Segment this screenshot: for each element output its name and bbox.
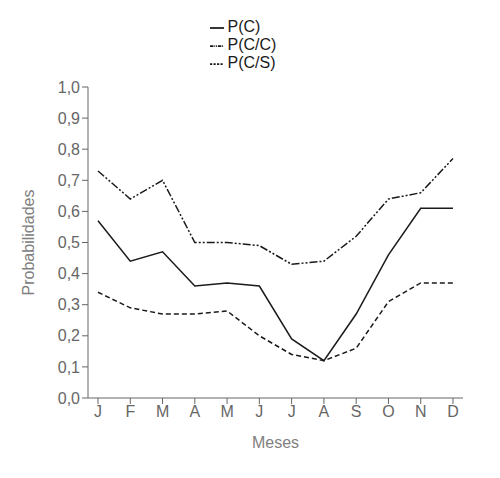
svg-text:J: J bbox=[94, 403, 102, 420]
svg-text:J: J bbox=[255, 403, 263, 420]
svg-text:0,2: 0,2 bbox=[58, 327, 80, 344]
svg-text:0,5: 0,5 bbox=[58, 234, 80, 251]
svg-text:0,1: 0,1 bbox=[58, 359, 80, 376]
svg-text:J: J bbox=[288, 403, 296, 420]
svg-text:0,3: 0,3 bbox=[58, 296, 80, 313]
svg-text:N: N bbox=[415, 403, 427, 420]
svg-text:D: D bbox=[447, 403, 459, 420]
svg-text:M: M bbox=[156, 403, 169, 420]
html-text:P(C/S): P(C/S) bbox=[227, 54, 276, 71]
svg-text:0,8: 0,8 bbox=[58, 141, 80, 158]
svg-text:0,4: 0,4 bbox=[58, 265, 80, 282]
svg-text:0,7: 0,7 bbox=[58, 172, 80, 189]
svg-text:M: M bbox=[220, 403, 233, 420]
html-text:P(C/C): P(C/C) bbox=[227, 36, 277, 53]
svg-text:0,9: 0,9 bbox=[58, 110, 80, 127]
svg-text:O: O bbox=[382, 403, 394, 420]
svg-text:Probabilidades: Probabilidades bbox=[20, 190, 37, 296]
svg-text:0,0: 0,0 bbox=[58, 390, 80, 407]
svg-text:A: A bbox=[189, 403, 200, 420]
svg-text:Meses: Meses bbox=[252, 434, 299, 451]
svg-text:A: A bbox=[319, 403, 330, 420]
svg-text:F: F bbox=[125, 403, 135, 420]
html-text:P(C): P(C) bbox=[227, 18, 261, 35]
svg-text:0,6: 0,6 bbox=[58, 203, 80, 220]
svg-text:S: S bbox=[351, 403, 362, 420]
svg-text:1,0: 1,0 bbox=[58, 79, 80, 96]
